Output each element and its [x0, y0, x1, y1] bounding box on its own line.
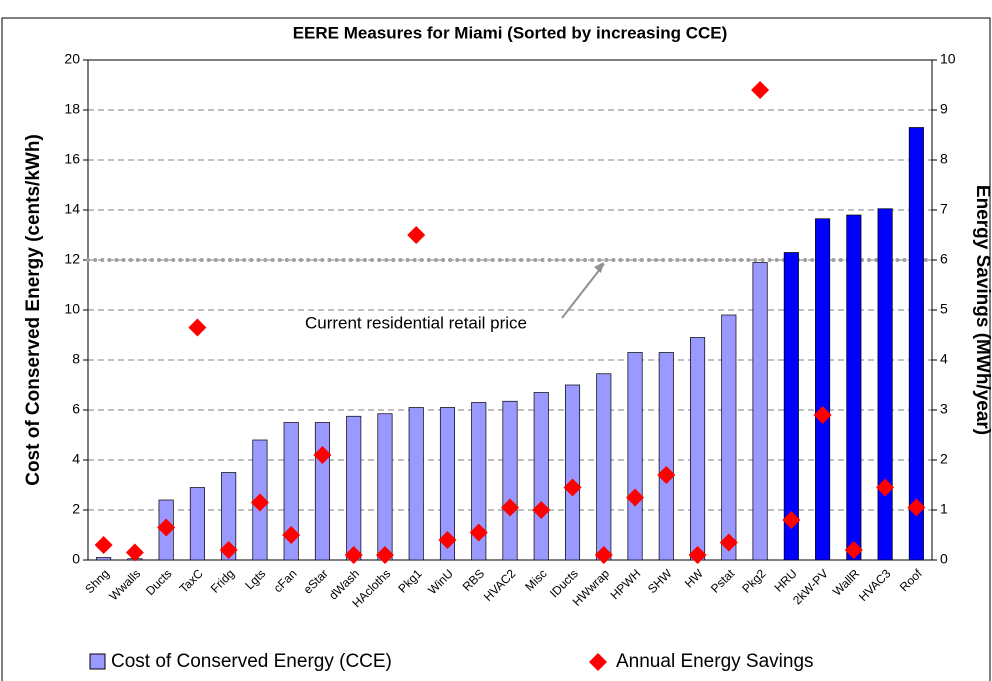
marker — [344, 546, 363, 564]
bar — [346, 415, 362, 561]
annotation: Current residential retail price — [305, 313, 527, 332]
y2-tick-label: 3 — [940, 401, 948, 417]
marker — [813, 406, 832, 424]
bar — [877, 208, 893, 561]
bar — [533, 392, 549, 561]
bar — [471, 402, 487, 561]
y-tick-label: 4 — [72, 451, 80, 467]
marker — [501, 498, 519, 517]
chart-title: EERE Measures for Miami (Sorted by incre… — [293, 23, 728, 42]
bar — [96, 557, 112, 561]
y-tick-label: 20 — [64, 51, 80, 67]
bar — [658, 352, 674, 561]
marker — [688, 546, 707, 564]
y2-tick-label: 2 — [940, 451, 948, 467]
bar — [783, 252, 799, 561]
legend-swatch — [89, 653, 106, 670]
y-tick-label: 18 — [64, 101, 80, 117]
y-tick-label: 2 — [72, 501, 80, 517]
y2-tick-label: 8 — [940, 151, 948, 167]
marker — [250, 493, 269, 512]
bar — [377, 413, 393, 561]
marker — [594, 546, 613, 564]
y2-tick-label: 9 — [940, 101, 948, 117]
marker — [907, 498, 926, 517]
bar — [189, 487, 205, 561]
marker — [626, 488, 645, 507]
marker — [751, 81, 770, 99]
marker — [532, 501, 551, 519]
marker — [282, 526, 301, 544]
legend-label: Annual Energy Savings — [616, 651, 814, 672]
y-axis-label: Cost of Conserved Energy (cents/kWh) — [23, 134, 44, 486]
y2-tick-label: 4 — [940, 351, 948, 367]
bar — [596, 373, 612, 561]
y2-tick-label: 1 — [940, 501, 948, 517]
marker — [876, 478, 895, 497]
y-tick-label: 8 — [72, 351, 80, 367]
marker — [782, 511, 801, 529]
bar — [408, 407, 424, 561]
bar — [502, 400, 518, 561]
y-tick-label: 14 — [64, 201, 80, 217]
marker — [94, 536, 113, 554]
annotation-arrow — [561, 263, 605, 319]
marker — [375, 546, 394, 564]
bar — [721, 314, 737, 561]
y-tick-label: 6 — [72, 401, 80, 417]
marker — [157, 518, 176, 537]
marker — [719, 533, 738, 552]
y2-tick-label: 5 — [940, 301, 948, 317]
y2-tick-label: 0 — [940, 551, 948, 567]
bar — [752, 262, 768, 561]
bar — [439, 407, 456, 561]
bar — [283, 422, 299, 561]
y-tick-label: 10 — [64, 301, 80, 317]
bar — [564, 384, 581, 561]
bar — [314, 422, 330, 561]
bar — [908, 127, 924, 561]
y-tick-label: 12 — [64, 251, 80, 267]
y-tick-label: 16 — [64, 151, 80, 167]
marker — [125, 543, 144, 562]
y2-axis-label: Energy Savings (MWh/year) — [972, 185, 992, 435]
y2-tick-label: 6 — [940, 251, 948, 267]
marker — [407, 226, 426, 244]
marker — [313, 446, 332, 464]
marker — [657, 466, 676, 484]
bar — [815, 218, 831, 561]
marker — [563, 478, 582, 497]
marker — [844, 541, 863, 559]
bar — [221, 472, 237, 561]
bar — [690, 337, 706, 561]
annotation-arrowhead — [594, 262, 604, 273]
marker — [219, 541, 238, 559]
y2-tick-label: 10 — [940, 51, 956, 67]
bar — [846, 214, 862, 561]
y-tick-label: 0 — [72, 551, 80, 567]
marker — [469, 523, 488, 542]
legend-label: Cost of Conserved Energy (CCE) — [111, 651, 392, 672]
marker — [188, 318, 207, 337]
marker — [438, 531, 457, 549]
legend-marker — [589, 653, 607, 671]
y2-tick-label: 7 — [940, 201, 948, 217]
bar — [627, 352, 643, 561]
